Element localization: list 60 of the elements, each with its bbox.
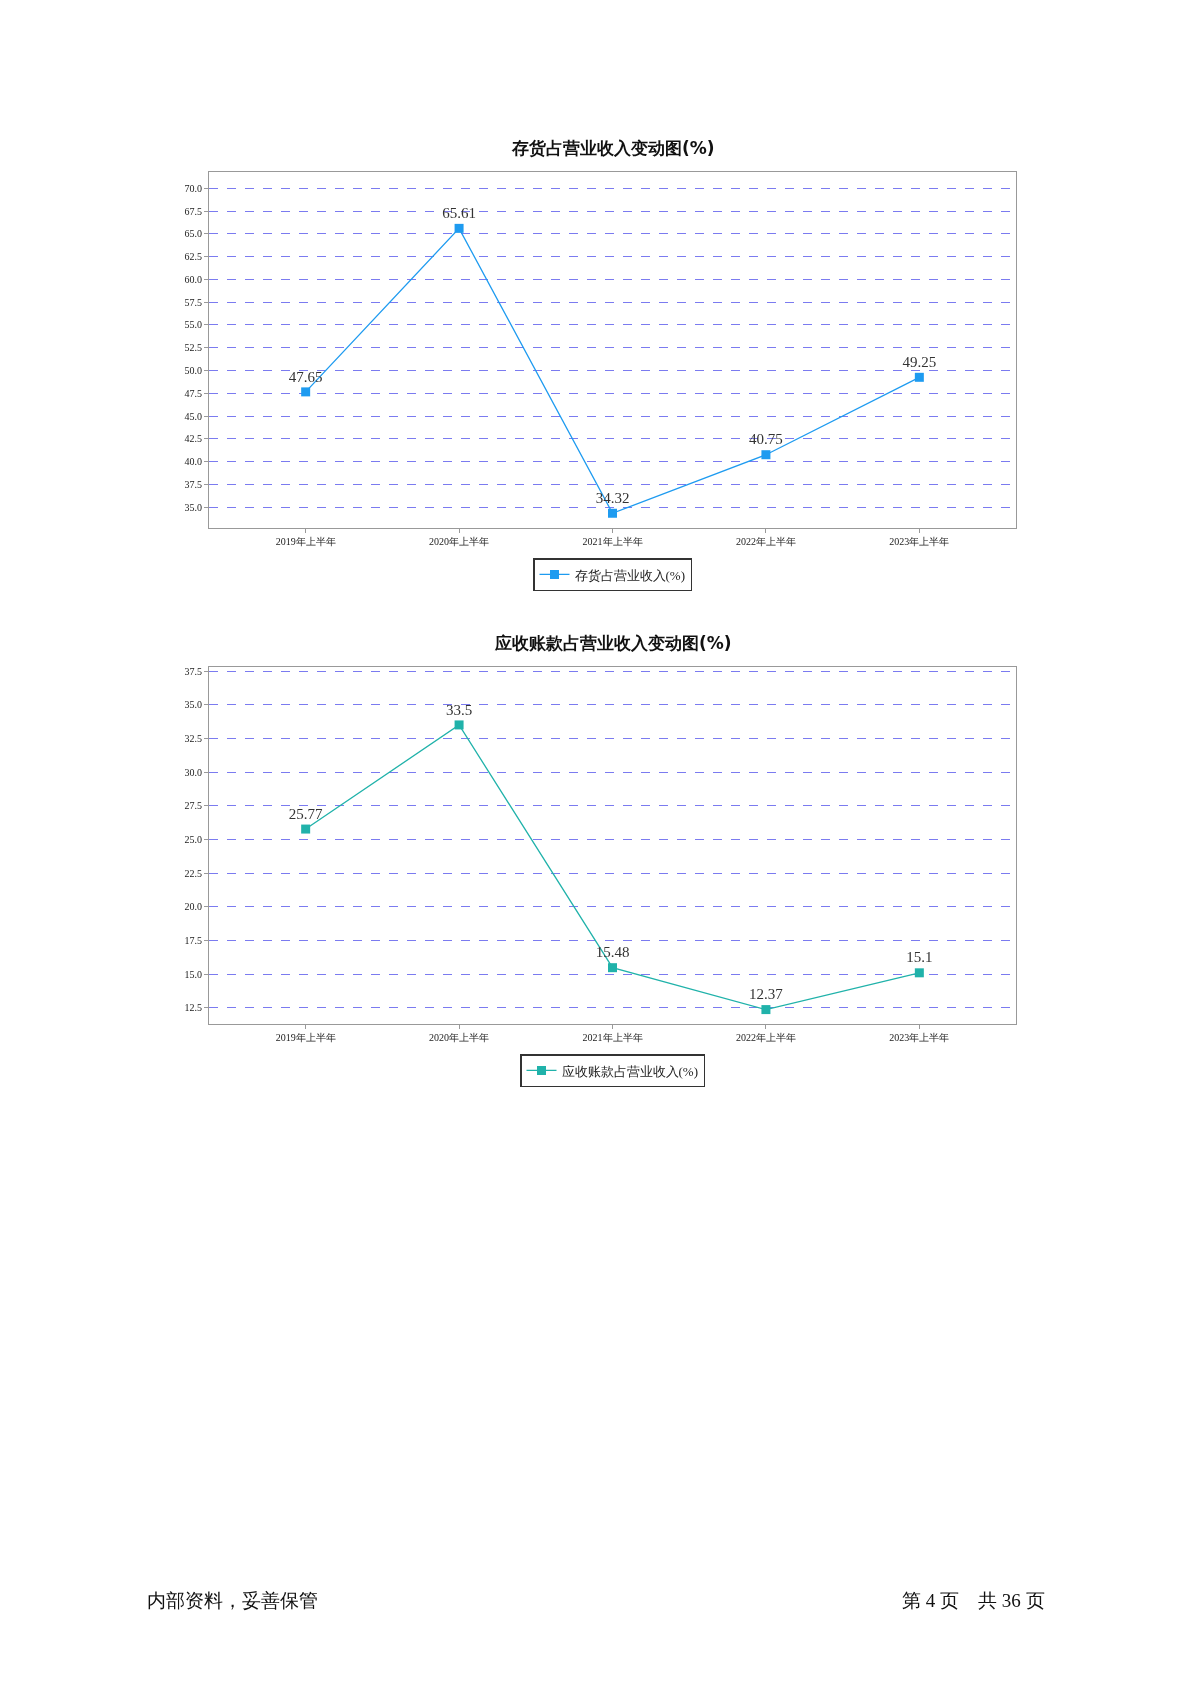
- y-tick-label: 45.0: [184, 410, 202, 422]
- point: [608, 508, 617, 518]
- data-label: 12.37: [749, 986, 784, 1003]
- y-tick-label: 42.5: [184, 433, 202, 445]
- x-tick-label: 2019年上半年: [275, 536, 336, 547]
- x-tick-label: 2023年上半年: [889, 536, 950, 547]
- y-tick-label: 35.0: [184, 501, 202, 513]
- legend-label: 应收账款占营业收入(%): [561, 1063, 698, 1079]
- x-tick-label: 2019年上半年: [275, 1032, 336, 1043]
- text: 第 4 页 共 36 页: [902, 1590, 1045, 1611]
- data-label: 25.77: [288, 805, 324, 822]
- y-tick-label: 17.5: [184, 934, 202, 946]
- y-tick-label: 37.5: [184, 478, 202, 490]
- point: [761, 1005, 771, 1015]
- point: [454, 223, 464, 233]
- point: [761, 450, 771, 460]
- y-tick-label: 25.0: [184, 833, 202, 845]
- legend-label: 存货占营业收入(%): [574, 567, 685, 583]
- data-label: 33.5: [445, 701, 473, 718]
- y-tick-label: 62.5: [184, 251, 202, 263]
- data-label: 15.1: [906, 949, 933, 966]
- point: [914, 372, 924, 382]
- y-tick-label: 32.5: [184, 732, 202, 744]
- point: [301, 387, 311, 397]
- x-tick-label: 2020年上半年: [429, 536, 490, 547]
- point: [454, 720, 464, 730]
- x-tick-label: 2022年上半年: [735, 1032, 796, 1043]
- y-tick-label: 47.5: [184, 387, 202, 399]
- y-tick-label: 52.5: [184, 342, 202, 354]
- point: [301, 824, 311, 834]
- data-label: 49.25: [902, 353, 937, 370]
- x-tick-label: 2021年上半年: [582, 536, 643, 547]
- y-tick-label: 37.5: [184, 665, 202, 677]
- data-label: 65.61: [442, 204, 476, 221]
- x-tick-label: 2023年上半年: [889, 1032, 950, 1043]
- x-tick-label: 2022年上半年: [735, 536, 796, 547]
- data-label: 47.65: [288, 368, 323, 385]
- y-tick-label: 67.5: [184, 205, 202, 217]
- y-tick-label: 40.0: [184, 456, 202, 468]
- y-tick-label: 57.5: [184, 296, 202, 308]
- point: [914, 968, 924, 978]
- chart-title: 存货占营业收入变动图(%): [511, 138, 715, 158]
- y-tick-label: 65.0: [184, 228, 202, 240]
- y-tick-label: 22.5: [184, 867, 202, 879]
- y-tick-label: 15.0: [184, 968, 202, 980]
- x-tick-label: 2021年上半年: [582, 1032, 643, 1043]
- text: 内部资料，妥善保管: [147, 1590, 318, 1611]
- y-tick-label: 20.0: [184, 901, 202, 913]
- y-tick-label: 35.0: [184, 699, 202, 711]
- y-tick-label: 60.0: [184, 273, 202, 285]
- y-tick-label: 30.0: [184, 766, 202, 778]
- x-tick-label: 2020年上半年: [429, 1032, 490, 1043]
- y-tick-label: 55.0: [184, 319, 202, 331]
- chart-title: 应收账款占营业收入变动图(%): [494, 633, 732, 653]
- data-label: 40.75: [749, 431, 783, 448]
- point: [608, 963, 617, 973]
- y-tick-label: 12.5: [184, 1002, 202, 1014]
- y-tick-label: 27.5: [184, 800, 202, 812]
- y-tick-label: 50.0: [184, 364, 202, 376]
- y-tick-label: 70.0: [184, 182, 202, 194]
